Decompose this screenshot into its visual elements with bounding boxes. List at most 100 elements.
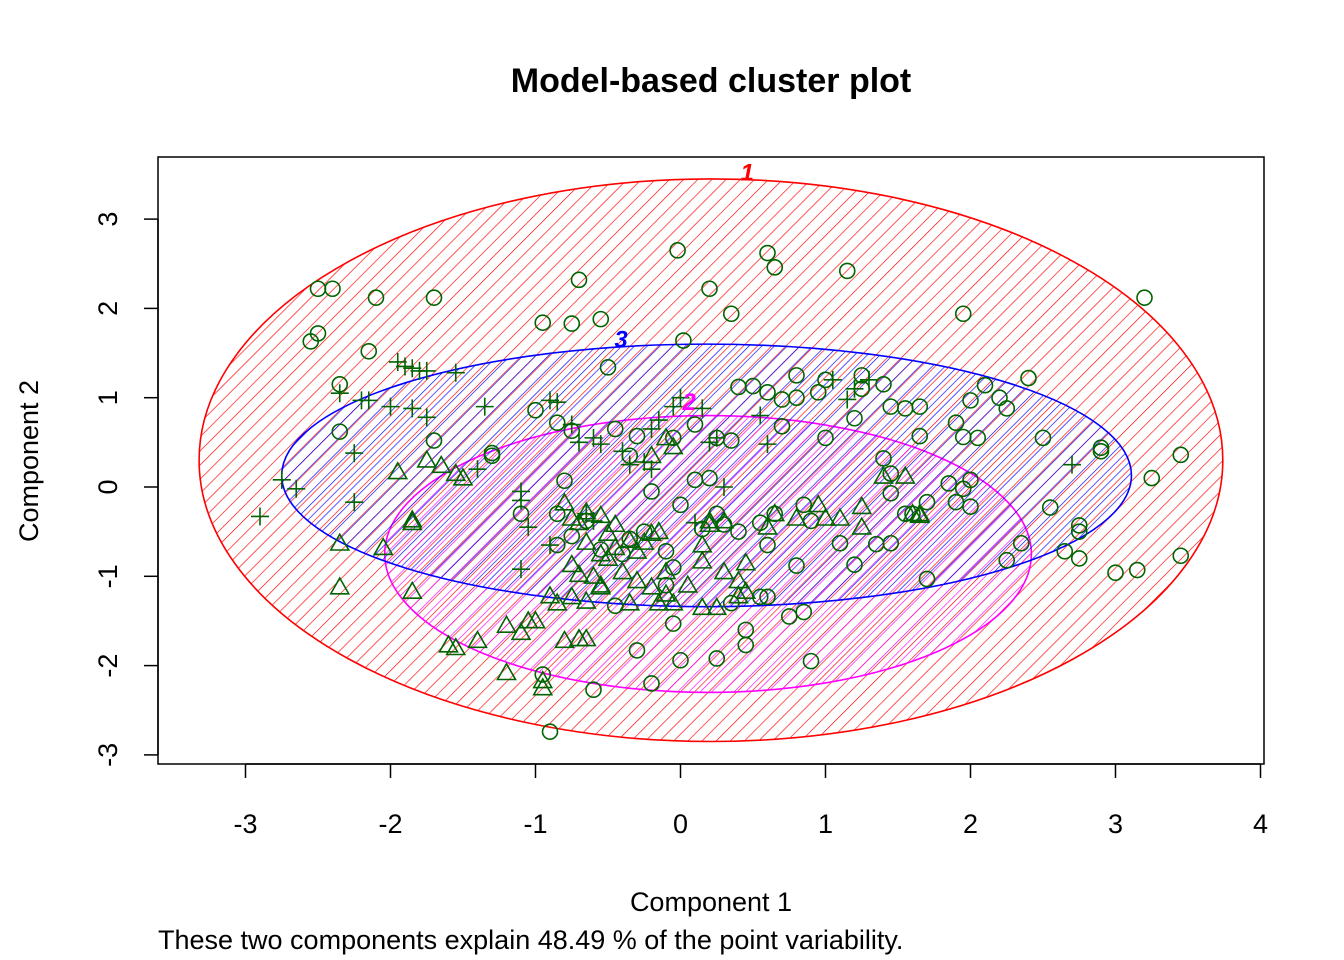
point-triangle <box>604 513 626 533</box>
point-triangle <box>329 532 351 551</box>
point-circle <box>838 262 856 280</box>
point-plus <box>613 442 632 461</box>
point-circle <box>686 416 704 433</box>
cluster-label-1: 1 <box>741 160 754 187</box>
point-circle <box>954 480 972 498</box>
x-tick-label: 0 <box>673 809 688 839</box>
point-plus <box>287 479 306 498</box>
point-circle <box>1172 446 1190 464</box>
point-plus <box>570 433 588 452</box>
point-triangle <box>626 540 648 559</box>
point-circle <box>802 652 820 670</box>
point-plus <box>446 363 465 382</box>
point-triangle <box>561 554 583 573</box>
point-plus <box>330 384 349 403</box>
point-triangle <box>807 494 829 513</box>
point-triangle <box>691 596 713 616</box>
y-tick-label: -3 <box>93 743 123 767</box>
point-circle <box>1172 547 1190 565</box>
point-circle <box>780 608 798 625</box>
point-triangle <box>786 507 807 526</box>
y-tick-label: 2 <box>93 301 123 316</box>
point-triangle <box>764 503 786 522</box>
point-triangle <box>539 585 561 604</box>
point-plus <box>345 444 364 463</box>
point-circle <box>309 325 327 342</box>
point-triangle <box>416 449 438 468</box>
point-circle <box>657 542 675 560</box>
point-plus <box>693 399 712 418</box>
variability-note: These two components explain 48.49 % of … <box>158 925 903 955</box>
point-circle <box>1136 289 1153 306</box>
point-triangle <box>590 576 612 595</box>
point-plus <box>671 388 690 407</box>
point-triangle <box>655 561 677 580</box>
point-triangle <box>590 504 612 524</box>
point-plus <box>345 493 364 512</box>
point-circle <box>672 496 689 514</box>
point-triangle <box>699 510 720 529</box>
x-tick-label: 2 <box>963 809 978 839</box>
point-circle <box>759 536 776 554</box>
point-plus <box>403 399 422 418</box>
point-triangle <box>554 492 575 511</box>
point-circle <box>360 342 378 360</box>
point-triangle <box>561 586 583 605</box>
point-triangle <box>662 592 684 611</box>
point-circle <box>1041 499 1059 516</box>
point-triangle <box>372 537 394 556</box>
point-circle <box>809 384 827 401</box>
x-tick-label: 3 <box>1108 809 1123 839</box>
point-plus <box>715 478 733 496</box>
point-circle <box>701 469 718 487</box>
point-plus <box>512 560 530 579</box>
point-circle <box>1012 534 1030 552</box>
point-circle <box>664 615 682 632</box>
point-plus <box>591 435 610 454</box>
point-triangle <box>554 629 575 649</box>
point-circle <box>592 310 610 328</box>
point-circle <box>976 376 994 394</box>
point-circle <box>669 242 686 259</box>
point-circle <box>759 588 776 606</box>
point-plus <box>541 391 559 410</box>
point-triangle <box>641 522 662 541</box>
point-plus <box>584 511 603 530</box>
point-circle <box>1143 469 1161 487</box>
x-tick-label: 1 <box>818 809 833 839</box>
point-triangle <box>713 510 735 529</box>
point-circle <box>556 472 573 490</box>
point-circle <box>947 493 965 511</box>
point-circle <box>1020 369 1037 387</box>
point-triangle <box>401 512 423 531</box>
point-circle <box>643 483 660 500</box>
point-triangle <box>575 531 597 550</box>
point-triangle <box>546 592 568 611</box>
point-triangle <box>735 552 757 571</box>
point-circle <box>675 332 692 349</box>
point-circle <box>962 498 979 515</box>
point-plus <box>251 507 269 526</box>
point-circle <box>831 534 849 552</box>
point-circle <box>795 603 813 621</box>
point-plus <box>359 391 378 410</box>
point-plus <box>396 357 414 376</box>
point-circle <box>940 475 958 492</box>
point-circle <box>1128 561 1146 579</box>
point-plus <box>635 452 654 471</box>
point-plus <box>823 370 842 389</box>
point-triangle <box>575 628 597 647</box>
point-circle <box>998 400 1016 417</box>
point-triangle <box>706 596 728 616</box>
point-circle <box>1092 439 1110 457</box>
point-circle <box>367 289 385 306</box>
point-circle <box>947 414 965 432</box>
point-plus <box>620 455 639 474</box>
point-triangle <box>851 516 873 535</box>
y-tick-label: -1 <box>93 564 123 588</box>
point-circle <box>1070 523 1088 540</box>
point-circle <box>846 556 863 573</box>
point-plus <box>838 390 857 409</box>
point-plus <box>541 536 559 555</box>
point-circle <box>643 675 660 692</box>
